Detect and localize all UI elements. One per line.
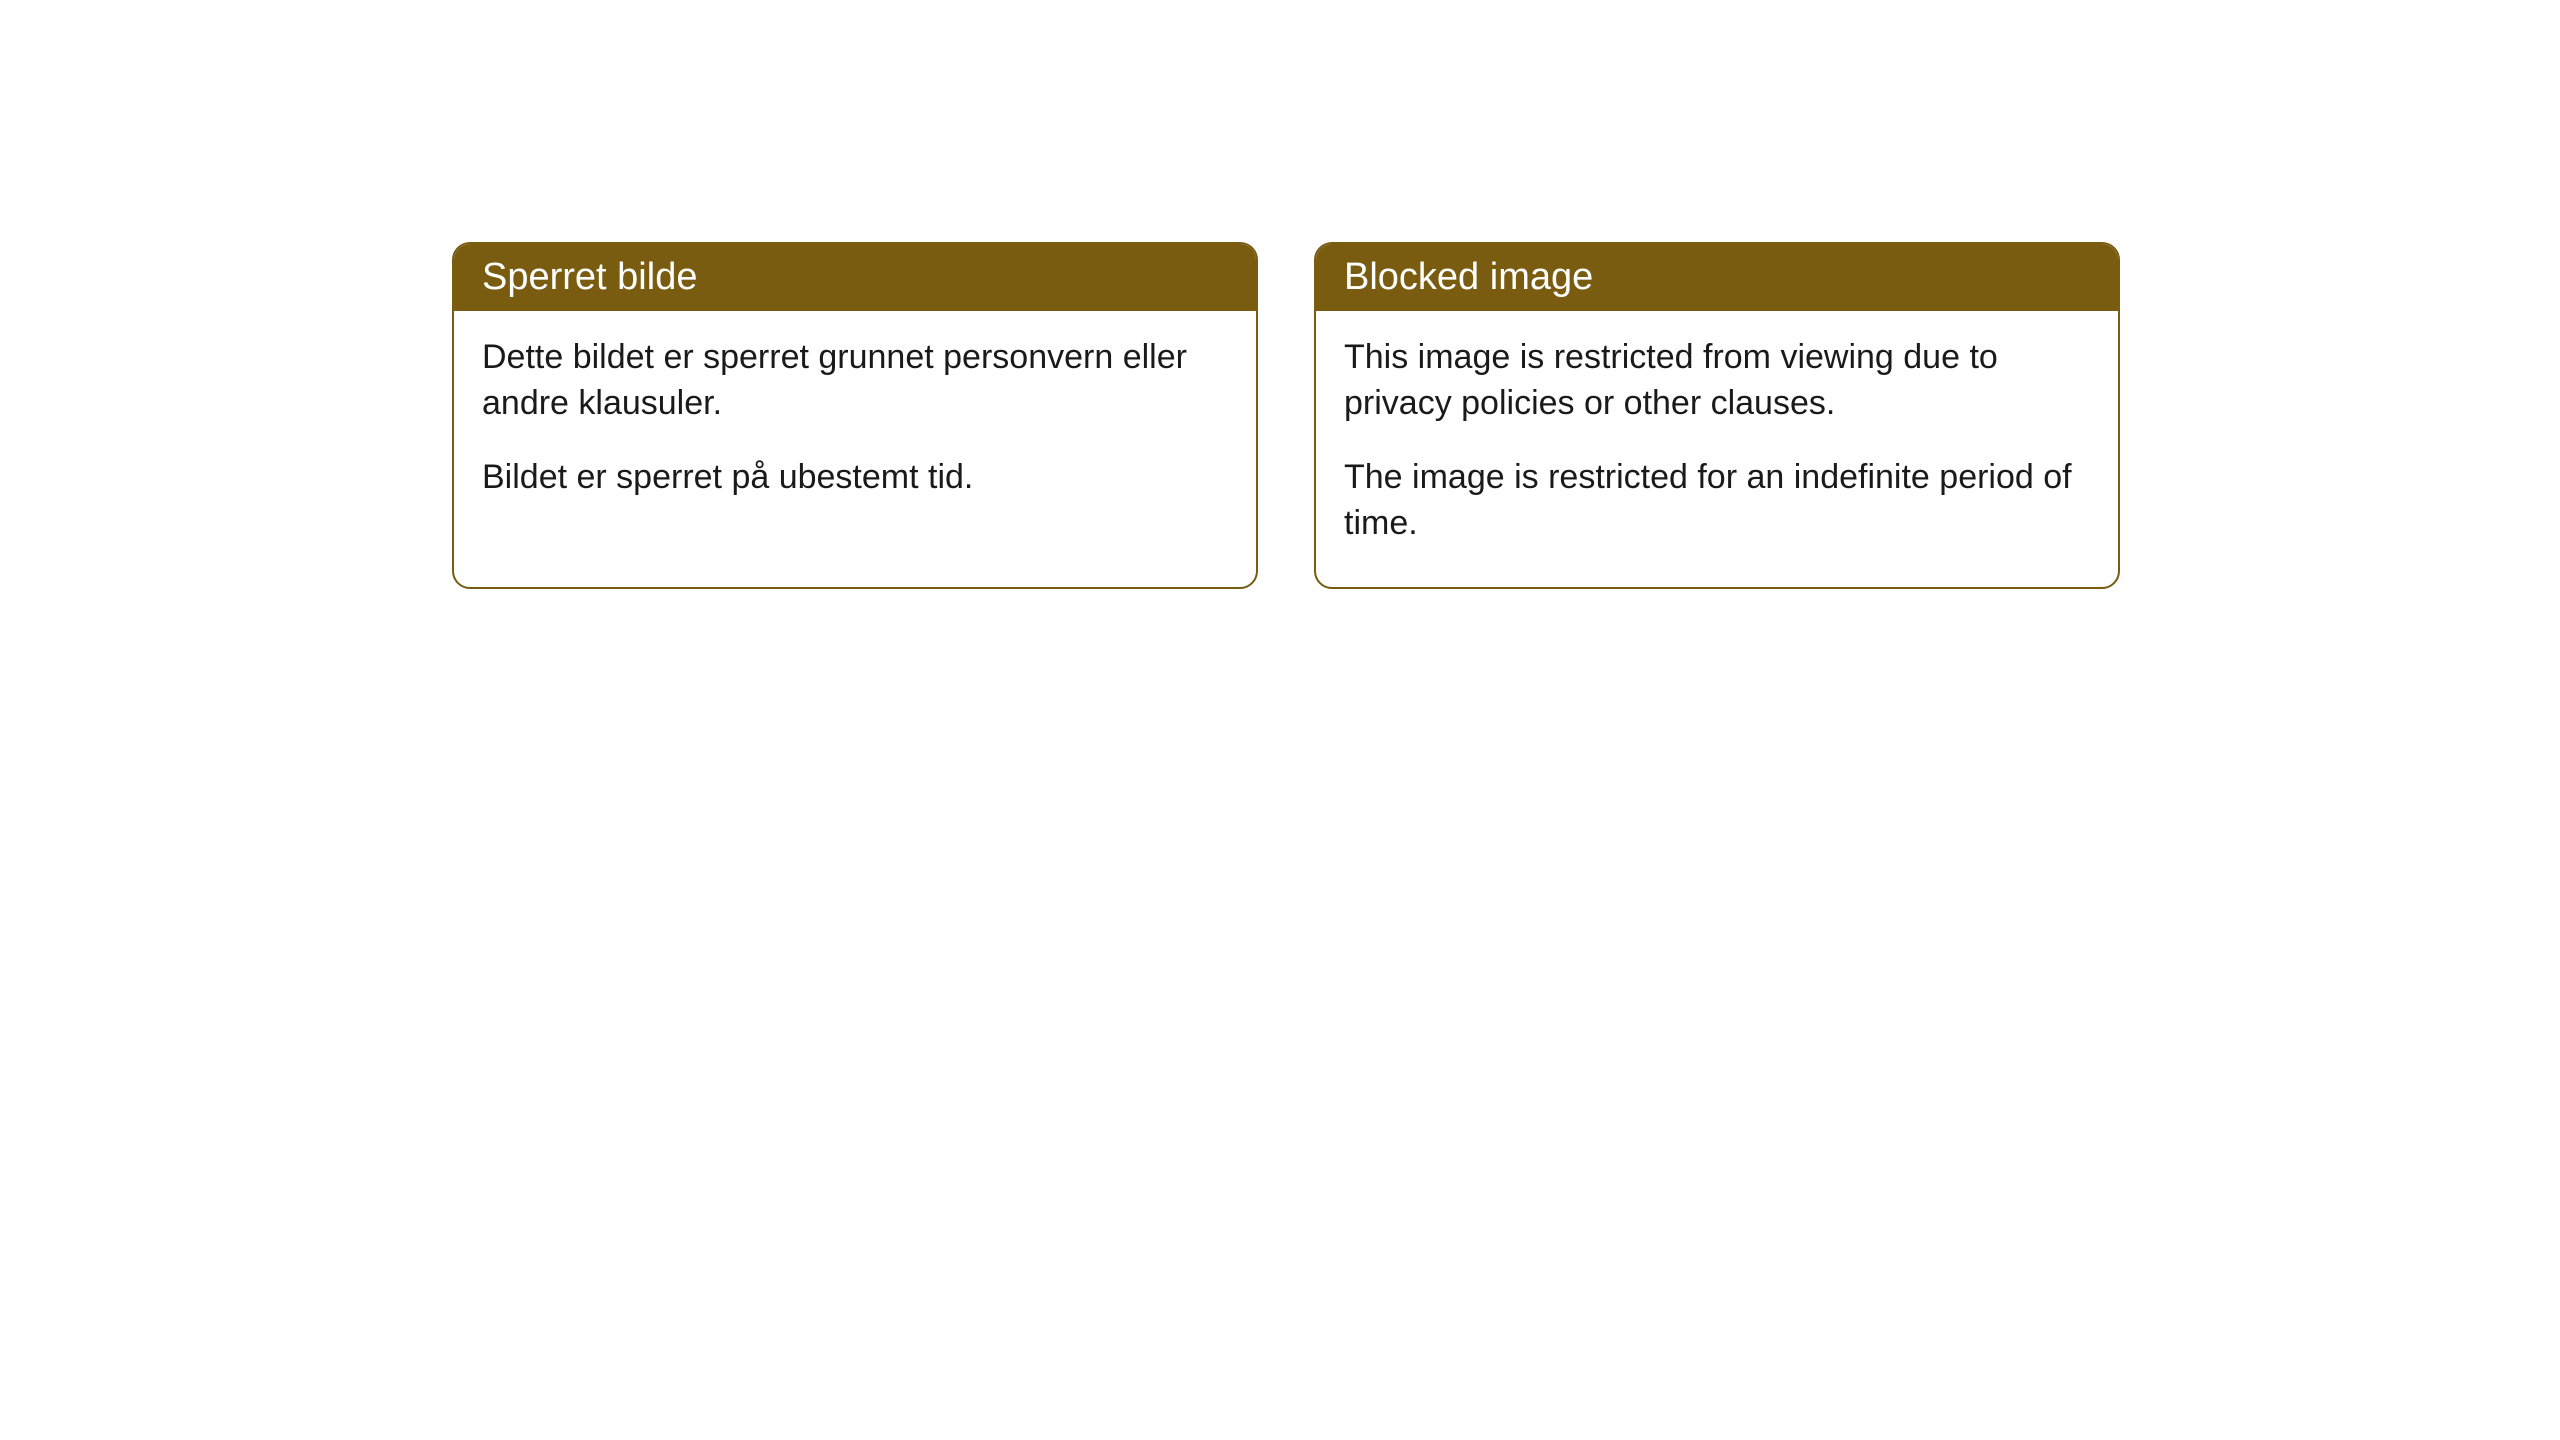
card-paragraph: Bildet er sperret på ubestemt tid. (482, 455, 1228, 501)
card-title: Sperret bilde (482, 256, 697, 298)
card-body: This image is restricted from viewing du… (1316, 311, 2118, 587)
card-body: Dette bildet er sperret grunnet personve… (454, 311, 1256, 541)
card-paragraph: This image is restricted from viewing du… (1344, 335, 2090, 427)
blocked-image-card-norwegian: Sperret bilde Dette bildet er sperret gr… (452, 242, 1258, 589)
blocked-image-card-english: Blocked image This image is restricted f… (1314, 242, 2120, 589)
card-header: Blocked image (1316, 244, 2118, 311)
card-header: Sperret bilde (454, 244, 1256, 311)
notice-cards-container: Sperret bilde Dette bildet er sperret gr… (0, 0, 2560, 589)
card-paragraph: The image is restricted for an indefinit… (1344, 455, 2090, 547)
card-paragraph: Dette bildet er sperret grunnet personve… (482, 335, 1228, 427)
card-title: Blocked image (1344, 256, 1593, 298)
